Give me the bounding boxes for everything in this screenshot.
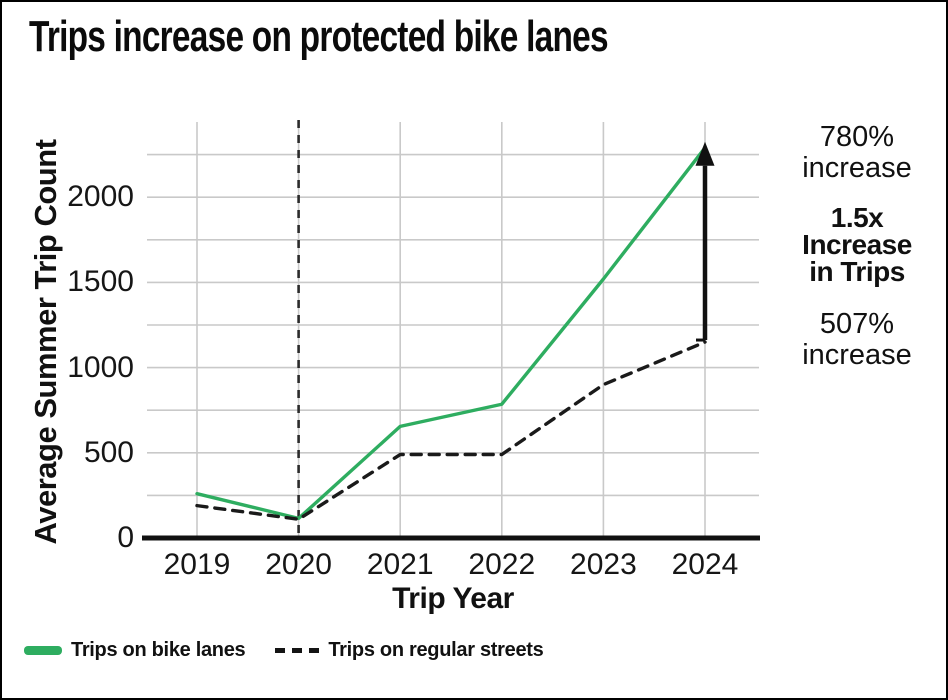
annotation-line: increase [802,339,912,371]
annotation-line: increase [802,152,912,184]
legend-item-bike-lanes: Trips on bike lanes [24,639,246,662]
annotation-line: Increase [802,229,912,260]
x-tick-label: 2021 [366,548,434,581]
legend-label: Trips on regular streets [328,639,544,661]
solid-line-swatch-icon [24,646,62,655]
x-tick-label: 2019 [163,548,231,581]
y-tick-label: 2000 [67,180,134,214]
legend: Trips on bike lanes Trips on regular str… [24,639,544,662]
annotation-regular-street-increase: 507% increase [770,309,944,371]
x-tick-label: 2022 [468,548,536,581]
legend-item-regular-streets: Trips on regular streets [275,639,544,662]
chart-title: Trips increase on protected bike lanes [29,12,609,61]
y-tick-label: 1500 [67,265,134,299]
x-tick-label: 2024 [671,548,739,581]
x-tick-label: 2023 [570,548,637,581]
y-tick-label: 500 [83,435,134,469]
annotation-bike-lane-increase: 780% increase [770,122,944,184]
annotation-relative-increase: 1.5x Increase in Trips [770,202,944,287]
annotation-line: in Trips [809,256,905,287]
legend-label: Trips on bike lanes [71,639,246,661]
x-axis-title: Trip Year [392,582,514,615]
x-tick-label: 2020 [265,548,332,581]
annotation-line: 1.5x [830,202,884,233]
annotation-line: 780% [819,121,895,153]
annotation-line: 507% [819,308,895,340]
dashed-line-swatch-icon [275,648,320,653]
y-tick-label: 1000 [67,350,134,384]
y-tick-label: 0 [117,521,134,554]
